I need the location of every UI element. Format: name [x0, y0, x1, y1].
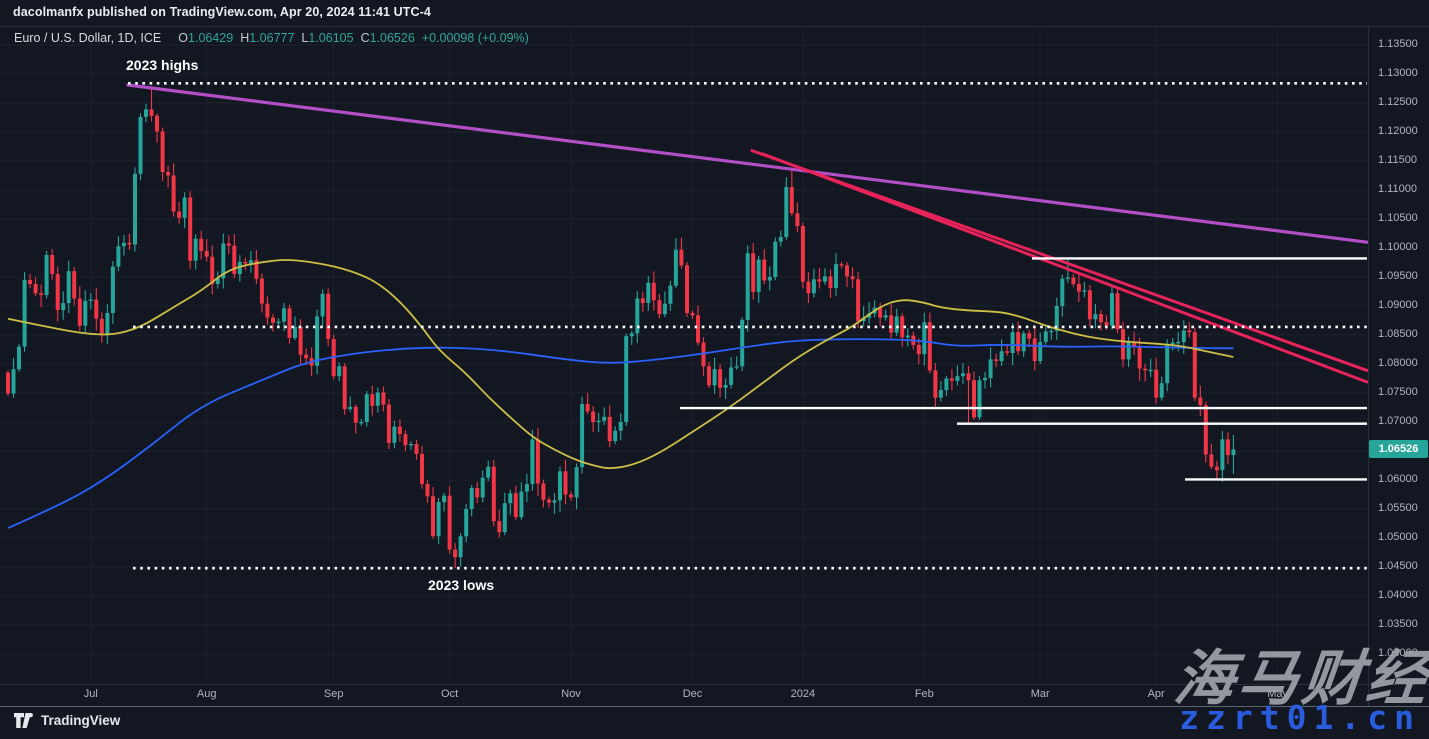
price-axis-label: 1.08000 [1378, 357, 1418, 369]
candles-layer [6, 87, 1236, 569]
price-axis-label: 1.10000 [1378, 241, 1418, 253]
footer-bar: TradingView [0, 707, 1429, 739]
price-axis-label: 1.07000 [1378, 415, 1418, 427]
time-axis-label-Mar: Mar [1030, 688, 1050, 700]
ohlc-value: 1.06526 [369, 31, 415, 45]
price-axis-label: 1.07500 [1378, 386, 1418, 398]
time-axis-label-Dec: Dec [682, 688, 703, 700]
ohlc-key: H [240, 31, 250, 45]
time-axis-label-Oct: Oct [441, 688, 459, 700]
time-axis-label-Aug: Aug [196, 688, 217, 700]
price-axis-label: 1.06000 [1378, 473, 1418, 485]
price-axis-label: 1.05500 [1378, 502, 1418, 514]
time-axis-label-Jul: Jul [83, 688, 98, 700]
price-axis-label: 1.11500 [1378, 154, 1417, 166]
ohlc-value: 1.06429 [188, 31, 234, 45]
price-axis-label: 1.12000 [1378, 125, 1418, 137]
price-axis-label: 1.03000 [1378, 647, 1418, 659]
publish-title-bar: dacolmanfx published on TradingView.com,… [0, 0, 1429, 27]
price-axis-label: 1.05000 [1378, 531, 1418, 543]
ohlc-key: O [178, 31, 189, 45]
price-axis-label: 1.04000 [1378, 589, 1418, 601]
price-axis-label: 1.04500 [1378, 560, 1418, 572]
annotation-2023-highs[interactable]: 2023 highs [126, 57, 199, 73]
ma-200-line [7, 338, 1234, 529]
time-axis-label-Sep: Sep [323, 688, 344, 700]
price-axis[interactable]: 1.06526 1.13500 1.13000 1.12500 1.12000 1.11… [1369, 27, 1429, 685]
ohlc-key: C [360, 31, 370, 45]
price-axis-label: 1.09500 [1378, 270, 1418, 282]
steep-channel-lower [761, 152, 1369, 384]
price-axis-label: 1.09000 [1378, 299, 1418, 311]
annotation-2023-lows[interactable]: 2023 lows [428, 577, 495, 593]
last-price-label: 1.06526 [1369, 440, 1428, 459]
downtrend-from-2023-highs [126, 83, 1369, 244]
time-axis-label-Nov: Nov [561, 688, 581, 700]
time-axis[interactable]: Jul Aug Sep Oct Nov Dec 2024 Feb Mar Apr May [0, 685, 1429, 706]
time-axis-label-Feb: Feb [914, 688, 934, 700]
grid-lines [0, 27, 1368, 684]
tradingview-logo-icon[interactable] [14, 713, 35, 728]
ohlc-value: 1.06777 [249, 31, 295, 45]
price-axis-label: 1.03500 [1378, 618, 1418, 630]
ohlc-key: L [301, 31, 309, 45]
time-axis-label-2024: 2024 [790, 688, 816, 700]
price-axis-label: 1.08500 [1378, 328, 1418, 340]
ohlc-values: O1.06429 H1.06777 L1.06105 C1.06526 [171, 31, 415, 45]
change-value: +0.00098 (+0.09%) [421, 31, 529, 45]
time-axis-label-May: May [1267, 688, 1288, 700]
price-axis-label: 1.13500 [1378, 38, 1418, 50]
symbol-title: Euro / U.S. Dollar, 1D, ICE [14, 31, 162, 45]
ohlc-value: 1.06105 [308, 31, 354, 45]
price-axis-label: 1.12500 [1378, 96, 1418, 108]
ma-50-line [7, 259, 1234, 469]
watermark-site: zzrt01.cn [1179, 698, 1421, 737]
symbol-legend[interactable]: Euro / U.S. Dollar, 1D, ICE O1.06429 H1.06… [14, 31, 529, 45]
tradingview-brand[interactable]: TradingView [41, 713, 121, 728]
price-axis-label: 1.13000 [1378, 67, 1418, 79]
time-axis-label-Apr: Apr [1147, 688, 1165, 700]
price-axis-label: 1.10500 [1378, 212, 1418, 224]
price-axis-label: 1.11000 [1378, 183, 1417, 195]
publish-title: dacolmanfx published on TradingView.com,… [13, 5, 431, 19]
